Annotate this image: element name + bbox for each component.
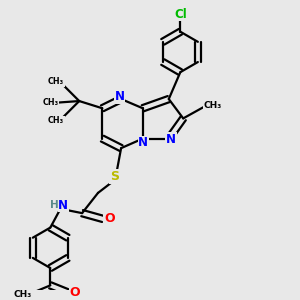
Text: O: O <box>69 286 80 299</box>
Text: N: N <box>58 199 68 212</box>
Text: S: S <box>110 170 119 183</box>
Text: H: H <box>50 200 58 210</box>
Text: Cl: Cl <box>174 8 187 21</box>
Text: N: N <box>115 90 125 103</box>
Text: CH₃: CH₃ <box>48 77 64 86</box>
Text: CH₃: CH₃ <box>42 98 58 107</box>
Text: N: N <box>166 133 176 146</box>
Text: CH₃: CH₃ <box>48 116 64 125</box>
Text: O: O <box>104 212 115 225</box>
Text: N: N <box>138 136 148 149</box>
Text: CH₃: CH₃ <box>14 290 32 298</box>
Text: CH₃: CH₃ <box>204 101 222 110</box>
